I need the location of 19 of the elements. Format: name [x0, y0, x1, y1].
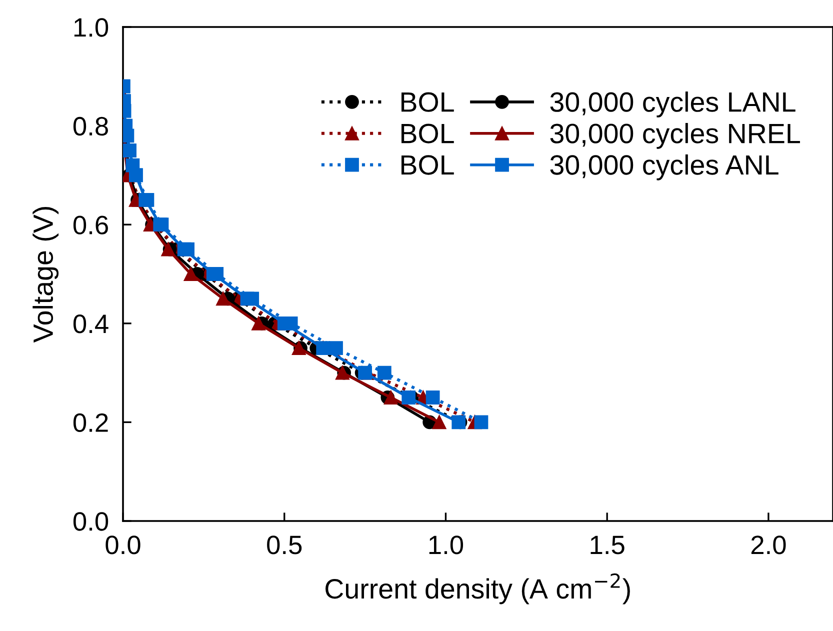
legend-label: 30,000 cycles ANL [550, 154, 778, 180]
legend-label: BOL [401, 92, 454, 112]
x-axis-title: Current density (A cm$^{−2}$) [326, 573, 630, 604]
legend-label: BOL [401, 124, 454, 144]
y-axis-title: Voltage (V) [32, 207, 59, 343]
y-tick-label: 0.2 [73, 413, 108, 432]
x-tick-label: 0.5 [267, 536, 302, 554]
legend-label: 30,000 cycles NREL [550, 122, 800, 149]
legend-label: 30,000 cycles LANL [550, 92, 796, 118]
y-tick-label: 0.6 [73, 216, 108, 234]
x-tick-label: 2.0 [751, 536, 786, 554]
x-tick-label: 0.0 [106, 536, 140, 554]
y-tick-label: 0.0 [73, 512, 108, 531]
y-tick-label: 1.0 [74, 18, 108, 37]
y-tick-label: 0.4 [73, 314, 108, 334]
y-tick-label: 0.8 [73, 116, 108, 136]
legend-label: BOL [401, 155, 454, 175]
x-tick-label: 1.0 [429, 536, 464, 554]
x-tick-label: 1.5 [590, 536, 624, 554]
